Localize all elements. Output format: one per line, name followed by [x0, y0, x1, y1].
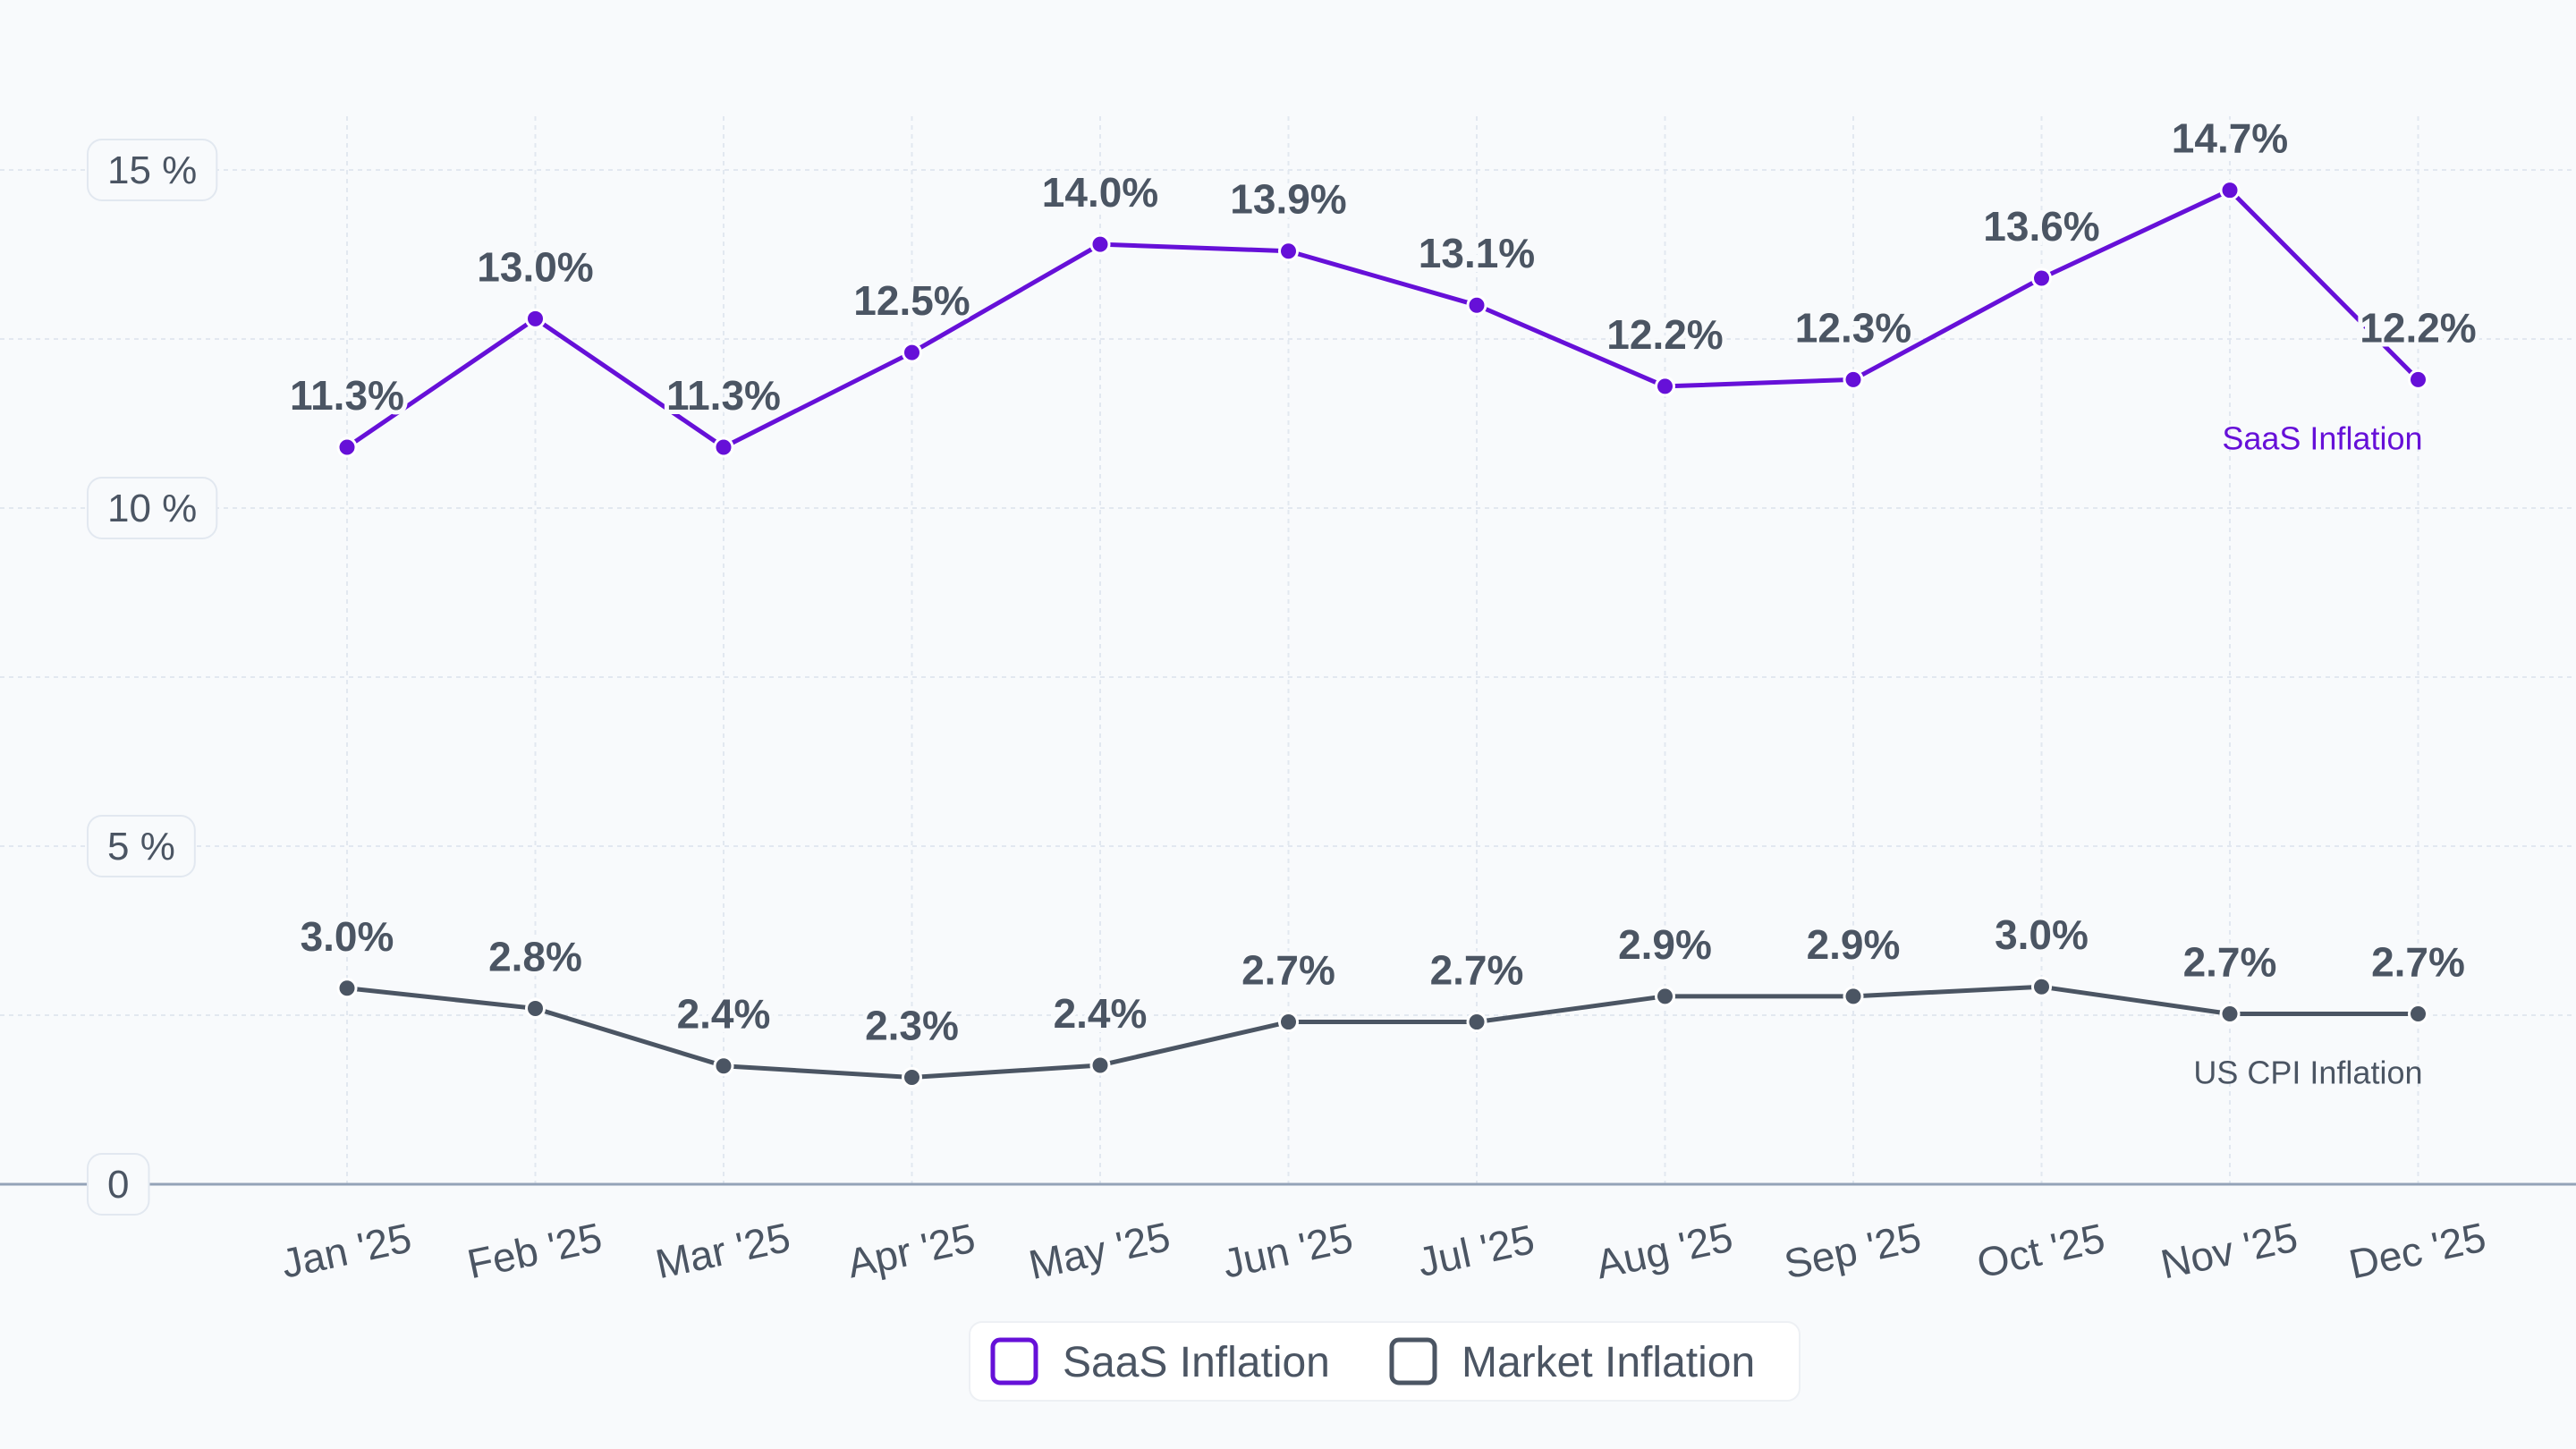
legend-item-market[interactable]: Market Inflation: [1389, 1337, 1755, 1386]
legend: SaaS Inflation Market Inflation: [969, 1321, 1801, 1402]
data-label: 2.4%: [677, 991, 771, 1038]
data-label: 2.9%: [1618, 921, 1712, 968]
data-point[interactable]: [2219, 1003, 2241, 1024]
data-label: 12.5%: [853, 277, 970, 324]
data-point[interactable]: [902, 1067, 922, 1089]
x-tick-label: Oct '25: [1973, 1215, 2109, 1287]
y-tick-label: 5 %: [107, 825, 175, 869]
legend-swatch[interactable]: [1389, 1337, 1437, 1385]
data-label: 3.0%: [1995, 911, 2089, 958]
data-label: 14.0%: [1042, 169, 1158, 216]
y-tick: 15 %: [87, 139, 218, 201]
data-label: 3.0%: [301, 913, 394, 960]
data-point[interactable]: [902, 342, 922, 363]
y-tick-label: 10 %: [107, 487, 197, 530]
data-point[interactable]: [1655, 376, 1675, 397]
data-point[interactable]: [336, 978, 358, 999]
data-point[interactable]: [525, 997, 546, 1019]
data-point[interactable]: [1089, 233, 1111, 255]
y-tick: 5 %: [87, 815, 196, 877]
data-label: 2.7%: [1430, 947, 1524, 994]
data-label: 11.3%: [666, 372, 781, 419]
data-label: 14.7%: [2172, 115, 2288, 162]
data-label: 11.3%: [290, 372, 404, 419]
data-label: 12.2%: [1606, 311, 1723, 358]
data-point[interactable]: [1843, 369, 1864, 390]
data-label: 12.3%: [1795, 304, 1911, 351]
legend-label: Market Inflation: [1462, 1339, 1755, 1386]
series-line-saas: [344, 188, 2420, 450]
x-tick-label: Nov '25: [2157, 1214, 2301, 1288]
data-point[interactable]: [1843, 986, 1864, 1007]
x-tick-label: Jun '25: [1218, 1214, 1357, 1286]
series-end-tag: SaaS Inflation: [2222, 419, 2422, 456]
data-point[interactable]: [336, 436, 358, 458]
data-label: 13.6%: [1983, 203, 2099, 250]
legend-swatch[interactable]: [990, 1337, 1038, 1385]
y-tick: 10 %: [87, 477, 218, 539]
data-label: 2.7%: [2183, 938, 2277, 985]
data-point[interactable]: [2031, 976, 2052, 997]
data-label: 12.2%: [2360, 304, 2476, 351]
data-point[interactable]: [713, 436, 734, 458]
legend-box: [969, 1321, 1801, 1402]
data-label: 13.1%: [1419, 230, 1535, 276]
x-tick-label: Mar '25: [651, 1214, 793, 1287]
x-tick-label: Dec '25: [2345, 1214, 2490, 1288]
y-tick-label: 15 %: [107, 148, 197, 192]
x-tick-label: Jan '25: [277, 1214, 416, 1286]
data-label: 2.8%: [488, 933, 582, 979]
data-point[interactable]: [1655, 986, 1675, 1007]
data-point[interactable]: [713, 1055, 734, 1077]
data-labels: 11.3% 13.0% 11.3% 12.5% 14.0% 13.9% 13.1% 12.2%…: [285, 111, 2481, 1091]
y-tick-badge: [87, 1153, 150, 1216]
data-point[interactable]: [1466, 1012, 1487, 1033]
data-label: 2.4%: [1054, 990, 1148, 1037]
data-label: 13.0%: [477, 243, 593, 290]
series-line-market: [344, 984, 2420, 1080]
data-label: 2.7%: [2371, 938, 2465, 985]
data-label: 13.9%: [1230, 176, 1346, 223]
x-tick-label: May '25: [1025, 1213, 1174, 1288]
x-tick-label: Aug '25: [1592, 1214, 1737, 1288]
x-tick-label: Sep '25: [1780, 1214, 1925, 1288]
data-point[interactable]: [1466, 294, 1487, 316]
data-point[interactable]: [525, 308, 546, 329]
axes: 0 5 % 10 % 15 % Jan '25 Feb '25 Mar '25 Apr '25…: [0, 139, 2576, 1288]
series-end-tag: US CPI Inflation: [2193, 1054, 2422, 1090]
data-point[interactable]: [1278, 241, 1299, 262]
data-point[interactable]: [1089, 1055, 1111, 1076]
data-point[interactable]: [2408, 1003, 2428, 1024]
y-tick: 0: [87, 1153, 150, 1216]
x-tick-label: Jul '25: [1413, 1216, 1538, 1285]
data-point[interactable]: [2031, 267, 2052, 289]
y-tick-label: 0: [107, 1163, 129, 1207]
legend-item-saas[interactable]: SaaS Inflation: [990, 1337, 1330, 1386]
data-point[interactable]: [2408, 369, 2428, 390]
data-label: 2.3%: [865, 1003, 959, 1049]
data-label: 2.7%: [1241, 947, 1335, 994]
data-point[interactable]: [2219, 180, 2241, 201]
series: [336, 180, 2428, 1089]
legend-label: SaaS Inflation: [1063, 1339, 1330, 1386]
y-tick-badge: [87, 477, 218, 539]
y-tick-badge: [87, 815, 196, 877]
x-tick-label: Apr '25: [843, 1215, 979, 1287]
data-label: 2.9%: [1807, 921, 1901, 968]
y-tick-badge: [87, 139, 218, 201]
x-tick-label: Feb '25: [463, 1214, 606, 1287]
data-point[interactable]: [1278, 1012, 1299, 1033]
